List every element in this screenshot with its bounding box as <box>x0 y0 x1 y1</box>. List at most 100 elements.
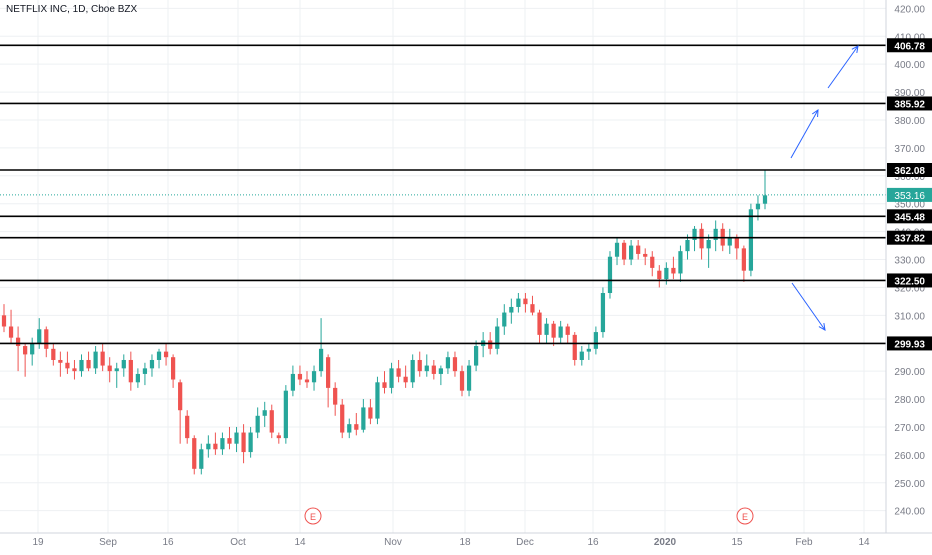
candle-body <box>262 410 267 416</box>
level-label-bg <box>887 230 932 245</box>
trend-arrow <box>827 45 859 89</box>
candle-body <box>692 228 697 240</box>
x-tick-label: 16 <box>587 537 599 548</box>
candle-body <box>311 371 317 383</box>
candle-body <box>234 432 239 444</box>
arrow-head <box>811 108 819 118</box>
candle-body <box>657 270 662 280</box>
levels-group <box>0 44 886 345</box>
candle-body <box>340 404 345 433</box>
candle-body <box>459 371 465 391</box>
candle-body <box>114 368 119 372</box>
candle-body <box>445 357 451 369</box>
candle-body <box>241 432 246 453</box>
candle-body <box>93 351 98 369</box>
candle-body <box>530 304 535 313</box>
candle-body <box>699 228 704 249</box>
level-label-bg <box>887 336 932 351</box>
current-price-label: 353.16 <box>894 191 925 202</box>
level-label: 322.50 <box>894 276 925 287</box>
level-label-bg <box>887 163 932 178</box>
earnings-marker <box>304 507 322 525</box>
grid <box>0 0 886 533</box>
y-tick-label: 360.00 <box>894 172 925 183</box>
x-tick-label: 16 <box>162 537 174 548</box>
candle-body <box>128 359 133 383</box>
y-tick-label: 280.00 <box>894 395 925 406</box>
x-tick-label: 15 <box>731 537 743 548</box>
candle-body <box>523 298 528 305</box>
candle-body <box>650 256 655 268</box>
candle-body <box>149 359 155 369</box>
y-tick-label: 270.00 <box>894 423 925 434</box>
candle-body <box>748 209 754 271</box>
candle-body <box>473 346 479 366</box>
level-label-bg <box>887 38 932 53</box>
candle-body <box>614 242 620 257</box>
candle-body <box>354 424 359 430</box>
candle-body <box>389 368 394 388</box>
current-price-label-bg <box>887 187 932 202</box>
candles-group <box>1 170 768 475</box>
candle-body <box>762 195 768 204</box>
y-tick-label: 250.00 <box>894 479 925 490</box>
candle-body <box>558 326 563 338</box>
candle-body <box>565 326 570 335</box>
candle-body <box>629 245 634 260</box>
level-label-bg <box>887 273 932 288</box>
earnings-marker-label: E <box>310 512 316 522</box>
candle-body <box>248 432 253 453</box>
y-tick-label: 390.00 <box>894 88 925 99</box>
candle-body <box>572 334 577 360</box>
candle-body <box>713 228 718 240</box>
arrow-head <box>851 45 859 53</box>
y-tick-label: 310.00 <box>894 311 925 322</box>
x-tick-label: Oct <box>230 537 246 548</box>
x-tick-label: Nov <box>384 537 402 548</box>
candle-body <box>417 359 422 372</box>
candle-body <box>135 373 140 383</box>
candle-body <box>304 379 310 383</box>
candle-body <box>396 368 401 377</box>
candle-body <box>466 365 472 391</box>
candle-body <box>579 351 584 360</box>
candle-body <box>375 382 380 419</box>
y-tick-label: 240.00 <box>894 507 925 518</box>
candle-body <box>509 306 514 313</box>
candle-body <box>607 256 613 294</box>
candle-body <box>333 387 338 405</box>
candle-body <box>178 382 183 411</box>
candle-body <box>79 359 84 372</box>
candle-body <box>156 351 162 360</box>
level-label: 299.93 <box>894 339 925 350</box>
candle-body <box>382 382 387 388</box>
level-label-bg <box>887 96 932 111</box>
y-tick-label: 410.00 <box>894 32 925 43</box>
candle-body <box>318 348 324 372</box>
candle-body <box>685 239 690 252</box>
y-tick-label: 290.00 <box>894 367 925 378</box>
candle-body <box>593 332 599 349</box>
candle-body <box>227 438 232 444</box>
candle-body <box>495 326 500 349</box>
candle-body <box>671 267 676 274</box>
level-label: 362.08 <box>894 166 925 177</box>
candle-body <box>664 267 669 280</box>
y-tick-label: 330.00 <box>894 256 925 267</box>
candle-body <box>544 323 549 335</box>
candle-body <box>185 415 190 439</box>
price-axis-bg <box>886 0 932 533</box>
earnings-marker-label: E <box>742 512 748 522</box>
candle-body <box>107 365 112 372</box>
candle-body <box>403 376 408 383</box>
candle-body <box>23 346 28 355</box>
candle-body <box>15 337 21 347</box>
candle-body <box>410 359 415 383</box>
x-tick-label: Feb <box>795 537 813 548</box>
candle-body <box>516 298 521 307</box>
candle-body <box>220 438 225 450</box>
candle-body <box>206 443 211 450</box>
candle-body <box>551 323 556 338</box>
